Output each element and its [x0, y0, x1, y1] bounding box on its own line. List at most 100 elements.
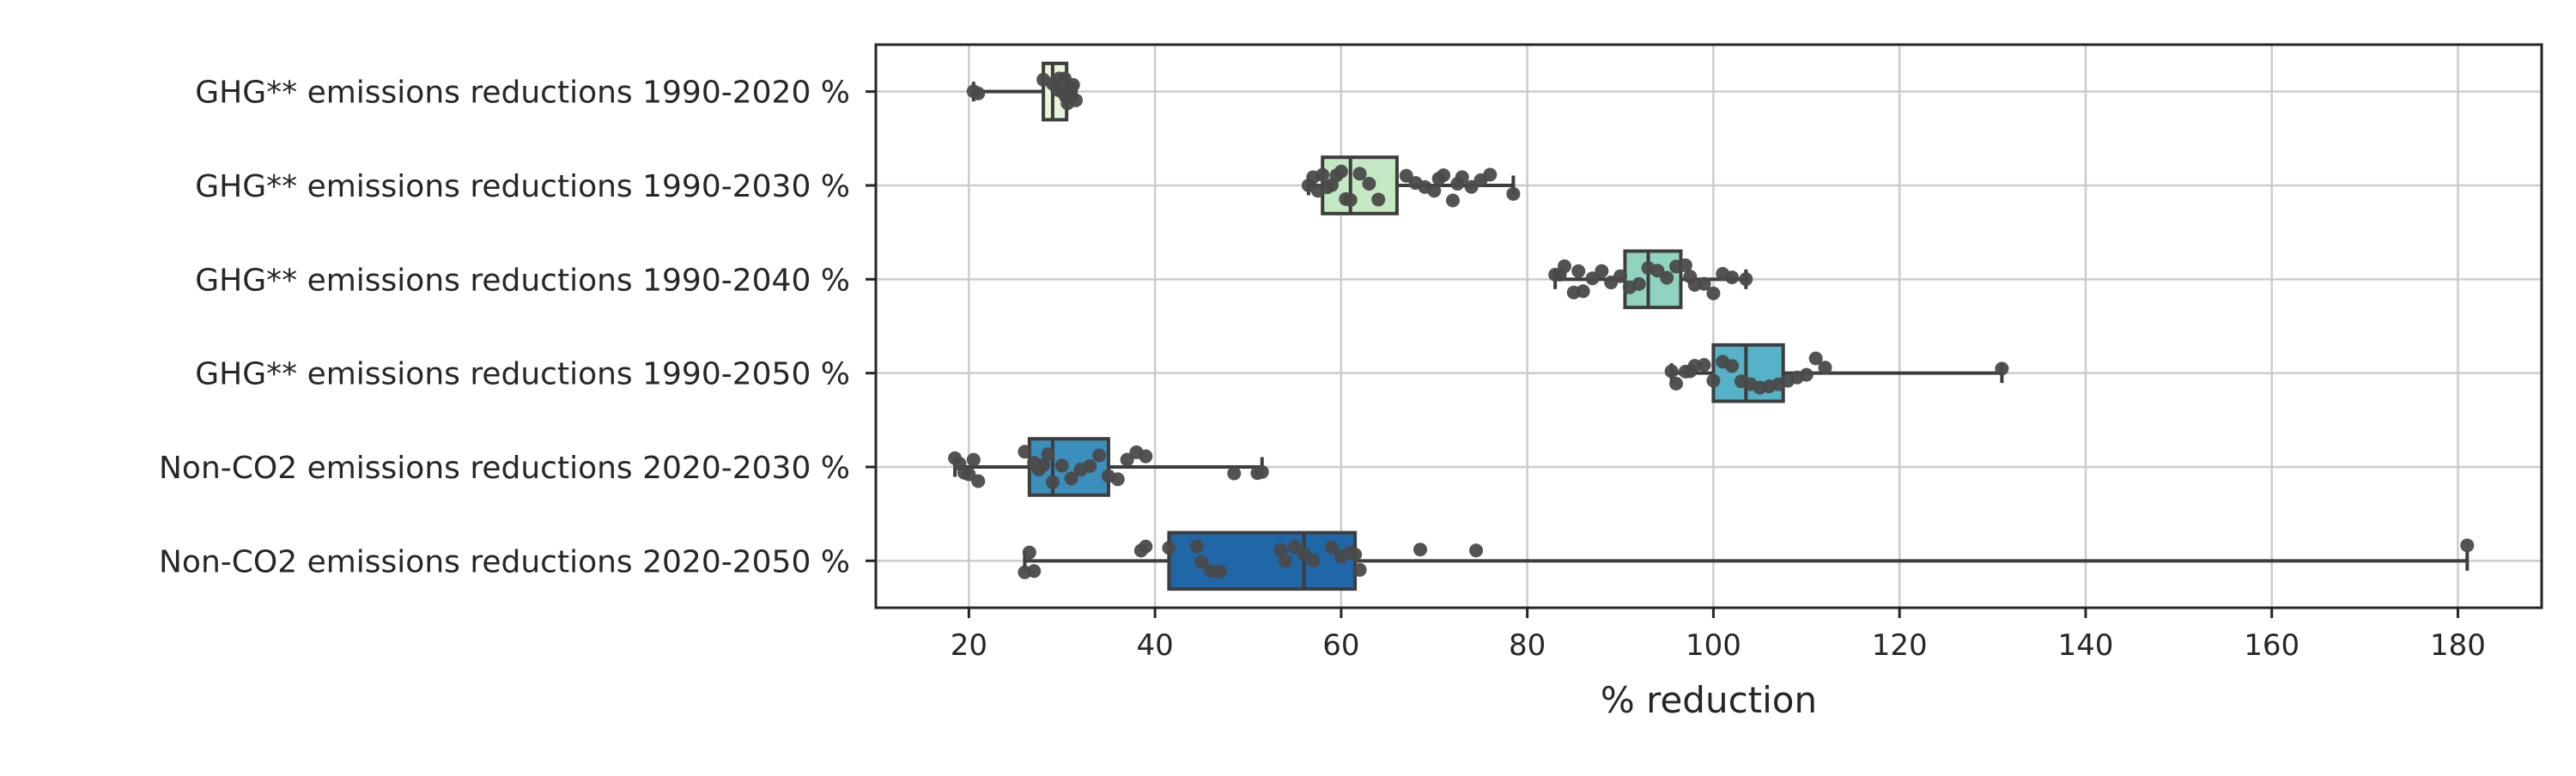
data-point [1362, 176, 1376, 191]
box-layer [953, 61, 2470, 591]
data-point [1278, 554, 1292, 568]
data-point [1818, 361, 1832, 375]
data-point [1041, 447, 1055, 462]
box-5 [953, 437, 1264, 497]
data-point [1348, 547, 1363, 561]
data-point [1455, 170, 1469, 185]
category-label: GHG** emissions reductions 1990-2020 % [195, 76, 850, 111]
data-point [1725, 270, 1740, 285]
data-point [1506, 186, 1521, 201]
data-point [1273, 543, 1288, 557]
data-point [1660, 270, 1674, 285]
data-point [1213, 564, 1228, 579]
data-point [1399, 168, 1413, 183]
x-tick-label: 40 [1137, 628, 1174, 663]
data-point [1139, 449, 1153, 464]
point-layer [948, 71, 2475, 579]
data-point [1739, 272, 1753, 287]
data-point [1027, 564, 1042, 579]
data-point [1334, 164, 1348, 179]
data-point [1325, 540, 1340, 555]
data-point [1413, 543, 1428, 557]
data-point [1092, 448, 1107, 463]
data-point [2460, 538, 2475, 553]
data-point [1045, 475, 1060, 489]
data-point [1343, 192, 1358, 207]
data-point [1445, 193, 1460, 208]
data-point [1706, 373, 1721, 388]
data-point [1227, 466, 1242, 481]
data-point [1725, 359, 1740, 373]
category-label: Non-CO2 emissions reductions 2020-2030 % [159, 451, 850, 486]
tick-layer: 20 40 60 80 100 120 140 160 180 [866, 90, 2486, 663]
data-point [966, 452, 981, 467]
data-point [1576, 284, 1590, 299]
x-tick-label: 100 [1686, 628, 1741, 663]
data-point [1083, 458, 1097, 473]
data-point [1995, 361, 2009, 376]
category-label: GHG** emissions reductions 1990-2030 % [195, 169, 850, 204]
data-point [1678, 258, 1692, 273]
x-tick-label: 120 [1872, 628, 1928, 663]
category-label: GHG** emissions reductions 1990-2050 % [195, 357, 850, 392]
data-point [1585, 271, 1600, 286]
data-point [1059, 89, 1073, 104]
data-point [1706, 286, 1721, 300]
data-point [1120, 452, 1134, 467]
data-point [1669, 376, 1684, 391]
data-point [971, 474, 986, 488]
data-point [1018, 445, 1032, 459]
data-point [1052, 71, 1066, 86]
x-tick-label: 60 [1322, 628, 1359, 663]
category-labels: GHG** emissions reductions 1990-2020 % GH… [159, 76, 850, 580]
data-point [1194, 555, 1209, 569]
data-point [1427, 184, 1442, 198]
box-iqr [1711, 343, 1785, 403]
data-point [1352, 562, 1367, 577]
data-point [1139, 539, 1153, 554]
data-point [1036, 458, 1051, 472]
data-point [1613, 269, 1628, 283]
data-point [1315, 167, 1330, 182]
data-point [1631, 276, 1646, 291]
x-tick-label: 180 [2430, 628, 2486, 663]
data-point [1306, 553, 1321, 567]
data-point [1595, 264, 1609, 278]
data-point [1066, 77, 1080, 92]
x-tick-label: 20 [951, 628, 987, 663]
data-point [1064, 471, 1078, 486]
data-point [1437, 168, 1451, 183]
data-point [1189, 539, 1204, 554]
plot-frame [874, 43, 2543, 609]
data-point [1054, 458, 1069, 473]
data-point [1371, 192, 1386, 207]
x-tick-label: 80 [1509, 628, 1546, 663]
data-point [1808, 351, 1823, 366]
data-point [1664, 364, 1679, 379]
data-point [971, 86, 986, 100]
data-point [1650, 264, 1665, 278]
x-tick-label: 160 [2244, 628, 2300, 663]
grid-layer [876, 45, 2542, 608]
data-point [1799, 367, 1814, 382]
data-point [1697, 358, 1711, 373]
data-point [1255, 464, 1269, 479]
data-point [1110, 472, 1125, 487]
box-4 [1669, 343, 2004, 403]
data-point [1697, 276, 1711, 291]
box-6 [1023, 530, 2470, 591]
data-point [1162, 541, 1176, 555]
data-point [1469, 543, 1484, 558]
data-point [1287, 540, 1302, 555]
x-tick-label: 140 [2057, 628, 2113, 663]
data-point [1483, 167, 1498, 182]
data-point [1352, 167, 1367, 181]
data-point [1571, 264, 1586, 278]
category-label: GHG** emissions reductions 1990-2040 % [195, 263, 850, 298]
data-point [1558, 259, 1572, 274]
category-label: Non-CO2 emissions reductions 2020-2050 % [159, 544, 850, 579]
x-axis-label: % reduction [1601, 679, 1817, 721]
data-point [1022, 545, 1036, 560]
